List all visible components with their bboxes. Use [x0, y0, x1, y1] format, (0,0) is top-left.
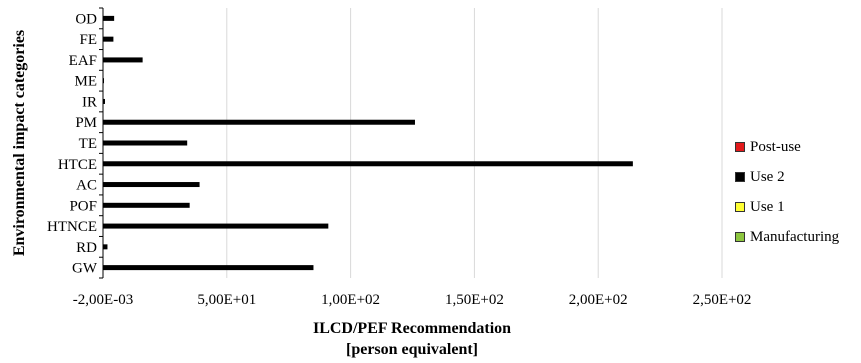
legend-label: Post-use	[750, 138, 801, 155]
x-tick-label: -2,00E-03	[73, 292, 133, 308]
y-tick-label: OD	[75, 11, 97, 27]
legend-item: Use 1	[735, 192, 839, 222]
legend-item: Post-use	[735, 132, 839, 162]
bar-rd	[103, 244, 108, 250]
bar-te	[103, 140, 188, 146]
x-tick-label: 2,00E+02	[569, 292, 628, 308]
y-tick-label: PM	[75, 115, 97, 131]
x-tick-label: 2,50E+02	[693, 292, 752, 308]
y-tick-label: RD	[76, 240, 97, 256]
bar-gw	[103, 265, 314, 271]
bars	[103, 15, 633, 271]
x-axis-title-line1: ILCD/PEF Recommendation	[313, 320, 511, 337]
x-axis-tick-labels: -2,00E-03 5,00E+01 1,00E+02 1,50E+02 2,00E+0…	[73, 292, 752, 308]
y-tick-label: FE	[79, 32, 97, 48]
y-tick-label: POF	[69, 198, 97, 214]
legend: Post-use Use 2 Use 1 Manufacturing	[735, 132, 839, 252]
x-tick-label: 5,00E+01	[197, 292, 256, 308]
y-tick-label: HTNCE	[47, 219, 97, 235]
y-tick-label: TE	[79, 136, 97, 152]
y-axis-ticks: OD FE EAF ME IR PM TE HTCE AC POF HTNCE RD GW	[47, 7, 103, 279]
bar-od	[103, 15, 115, 21]
x-tick-label: 1,50E+02	[445, 292, 504, 308]
y-tick-label: AC	[76, 178, 97, 194]
y-tick-label: IR	[82, 94, 97, 110]
bar-fe	[103, 36, 114, 42]
legend-label: Use 2	[750, 168, 785, 185]
bar-me	[103, 78, 105, 84]
y-tick-label: HTCE	[58, 157, 97, 173]
legend-item: Manufacturing	[735, 222, 839, 252]
y-axis-title: Environmental impact categories	[11, 30, 28, 256]
bar-eaf	[103, 57, 143, 63]
bar-htce	[103, 161, 633, 167]
legend-swatch	[735, 232, 745, 242]
legend-label: Manufacturing	[750, 228, 840, 245]
bar-pm	[103, 119, 415, 125]
legend-label: Use 1	[750, 198, 785, 215]
bar-htnce	[103, 223, 329, 229]
y-tick-label: ME	[75, 74, 98, 90]
y-tick-label: EAF	[69, 53, 97, 69]
gridlines	[226, 8, 723, 278]
bar-pof	[103, 202, 190, 208]
bar-ac	[103, 182, 200, 188]
legend-item: Use 2	[735, 162, 839, 192]
x-tick-label: 1,00E+02	[321, 292, 380, 308]
x-axis-title-line2: [person equivalent]	[346, 341, 478, 358]
legend-swatch	[735, 142, 745, 152]
y-tick-label: GW	[72, 261, 98, 277]
legend-swatch	[735, 202, 745, 212]
legend-swatch	[735, 172, 745, 182]
bar-ir	[103, 98, 105, 104]
